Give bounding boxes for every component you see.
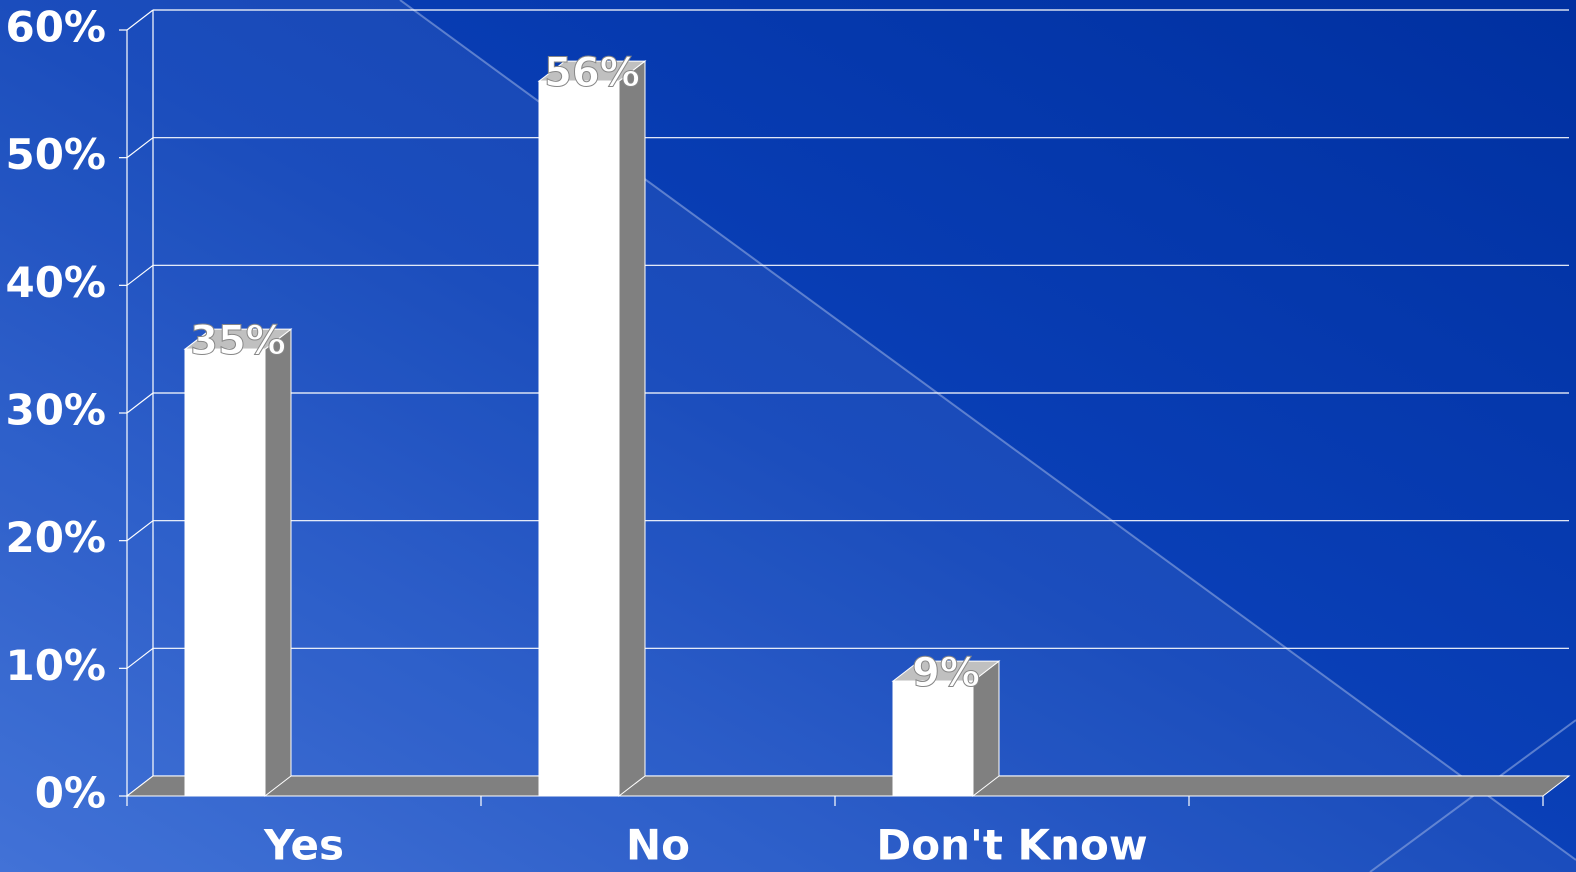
y-tick-label: 40%	[5, 258, 106, 307]
y-tick-label: 60%	[5, 3, 106, 52]
floor	[125, 775, 1571, 797]
bar	[538, 80, 620, 797]
data-label: 35%	[190, 318, 286, 364]
grid-line	[126, 9, 154, 31]
y-tick-label: 0%	[35, 769, 106, 818]
bar-side	[264, 328, 292, 798]
x-tick-label: No	[626, 821, 690, 870]
grid-line	[126, 392, 154, 414]
y-tick-label: 20%	[5, 513, 106, 562]
x-tick-label: Yes	[263, 821, 344, 870]
bar	[892, 680, 974, 797]
x-tick-label: Don't Know	[876, 821, 1147, 870]
grid-line	[126, 264, 154, 286]
y-tick-label: 50%	[5, 130, 106, 179]
grid-line	[126, 647, 154, 669]
bar	[184, 348, 266, 797]
grid-line	[126, 137, 154, 159]
data-label: 9%	[912, 650, 980, 696]
grid-line	[126, 520, 154, 542]
y-tick-label: 10%	[5, 641, 106, 690]
data-label: 56%	[544, 50, 640, 96]
bar-side	[618, 60, 646, 798]
y-tick-label: 30%	[5, 386, 106, 435]
